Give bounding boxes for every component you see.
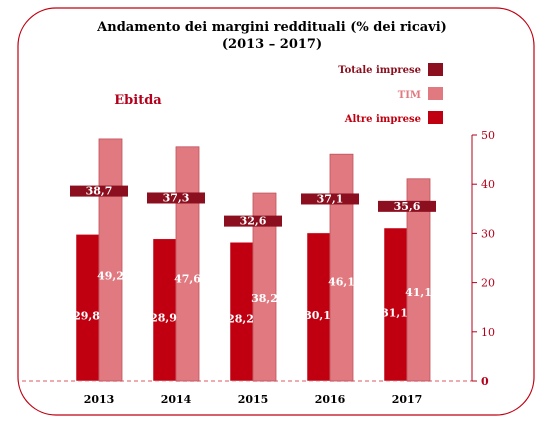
marker-totale-imprese-2016 (301, 193, 359, 205)
legend-label-tim: TIM (398, 90, 421, 101)
label-altre-imprese-2016: 30,1 (304, 309, 331, 322)
y-tick-label: 30 (481, 227, 495, 240)
x-tick-label-2017: 2017 (392, 393, 423, 406)
label-tim-2013: 49,2 (97, 269, 124, 282)
x-tick-label-2015: 2015 (238, 393, 269, 406)
label-totale-imprese-2017: 35,6 (394, 200, 421, 213)
legend-swatch-tim (428, 87, 443, 100)
label-totale-imprese-2013: 38,7 (86, 185, 113, 198)
data-labels: 38,7 29,8 49,2 37,3 28,9 47,6 32,6 28,2 38,2 37,1… (73, 185, 432, 326)
label-tim-2017: 41,1 (405, 286, 432, 299)
bar-altre-imprese-2015 (229, 242, 254, 382)
legend-label-altre-imprese: Altre imprese (344, 114, 421, 125)
x-tick-label-2013: 2013 (84, 393, 115, 406)
chart-title: Andamento dei margini reddituali (% dei … (96, 20, 447, 35)
legend: Totale imprese TIM Altre imprese (338, 63, 443, 125)
label-totale-imprese-2015: 32,6 (240, 215, 267, 228)
y-tick-label: 40 (481, 178, 495, 191)
label-totale-imprese-2014: 37,3 (163, 191, 190, 204)
label-altre-imprese-2013: 29,8 (73, 309, 100, 322)
legend-swatch-totale-imprese (428, 63, 443, 76)
x-tick-label-2014: 2014 (161, 393, 192, 406)
y-tick-label: 20 (481, 277, 495, 290)
chart-subtitle: (2013 – 2017) (222, 37, 322, 52)
label-tim-2014: 47,6 (174, 273, 201, 286)
label-altre-imprese-2014: 28,9 (150, 311, 177, 324)
bar-tim-2015 (252, 192, 277, 382)
marker-totale-imprese-2015 (224, 215, 282, 227)
marker-totale-imprese-2013 (70, 185, 128, 197)
label-tim-2015: 38,2 (251, 292, 278, 305)
y-tick-label: 50 (481, 129, 495, 142)
y-tick-label: 10 (481, 326, 495, 339)
bar-tim-2017 (406, 178, 431, 382)
label-totale-imprese-2016: 37,1 (317, 192, 344, 205)
legend-swatch-altre-imprese (428, 111, 443, 124)
bar-altre-imprese-2017 (383, 227, 408, 382)
bar-tim-2016 (329, 153, 354, 382)
bar-altre-imprese-2014 (152, 238, 177, 382)
x-axis-labels: 2013 2014 2015 2016 2017 (84, 393, 423, 406)
label-altre-imprese-2017: 31,1 (381, 307, 408, 320)
bar-altre-imprese-2016 (306, 232, 331, 382)
bars (70, 138, 436, 382)
marker-totale-imprese-2017 (378, 200, 436, 212)
legend-label-totale-imprese: Totale imprese (338, 65, 421, 76)
bar-tim-2014 (175, 146, 200, 382)
marker-totale-imprese-2014 (147, 192, 205, 204)
metric-label: Ebitda (114, 93, 162, 108)
y-tick-label: 0 (481, 375, 489, 388)
x-tick-label-2016: 2016 (315, 393, 346, 406)
label-altre-imprese-2015: 28,2 (227, 313, 254, 326)
label-tim-2016: 46,1 (328, 276, 355, 289)
bar-tim-2013 (98, 138, 123, 382)
bar-altre-imprese-2013 (75, 234, 100, 382)
